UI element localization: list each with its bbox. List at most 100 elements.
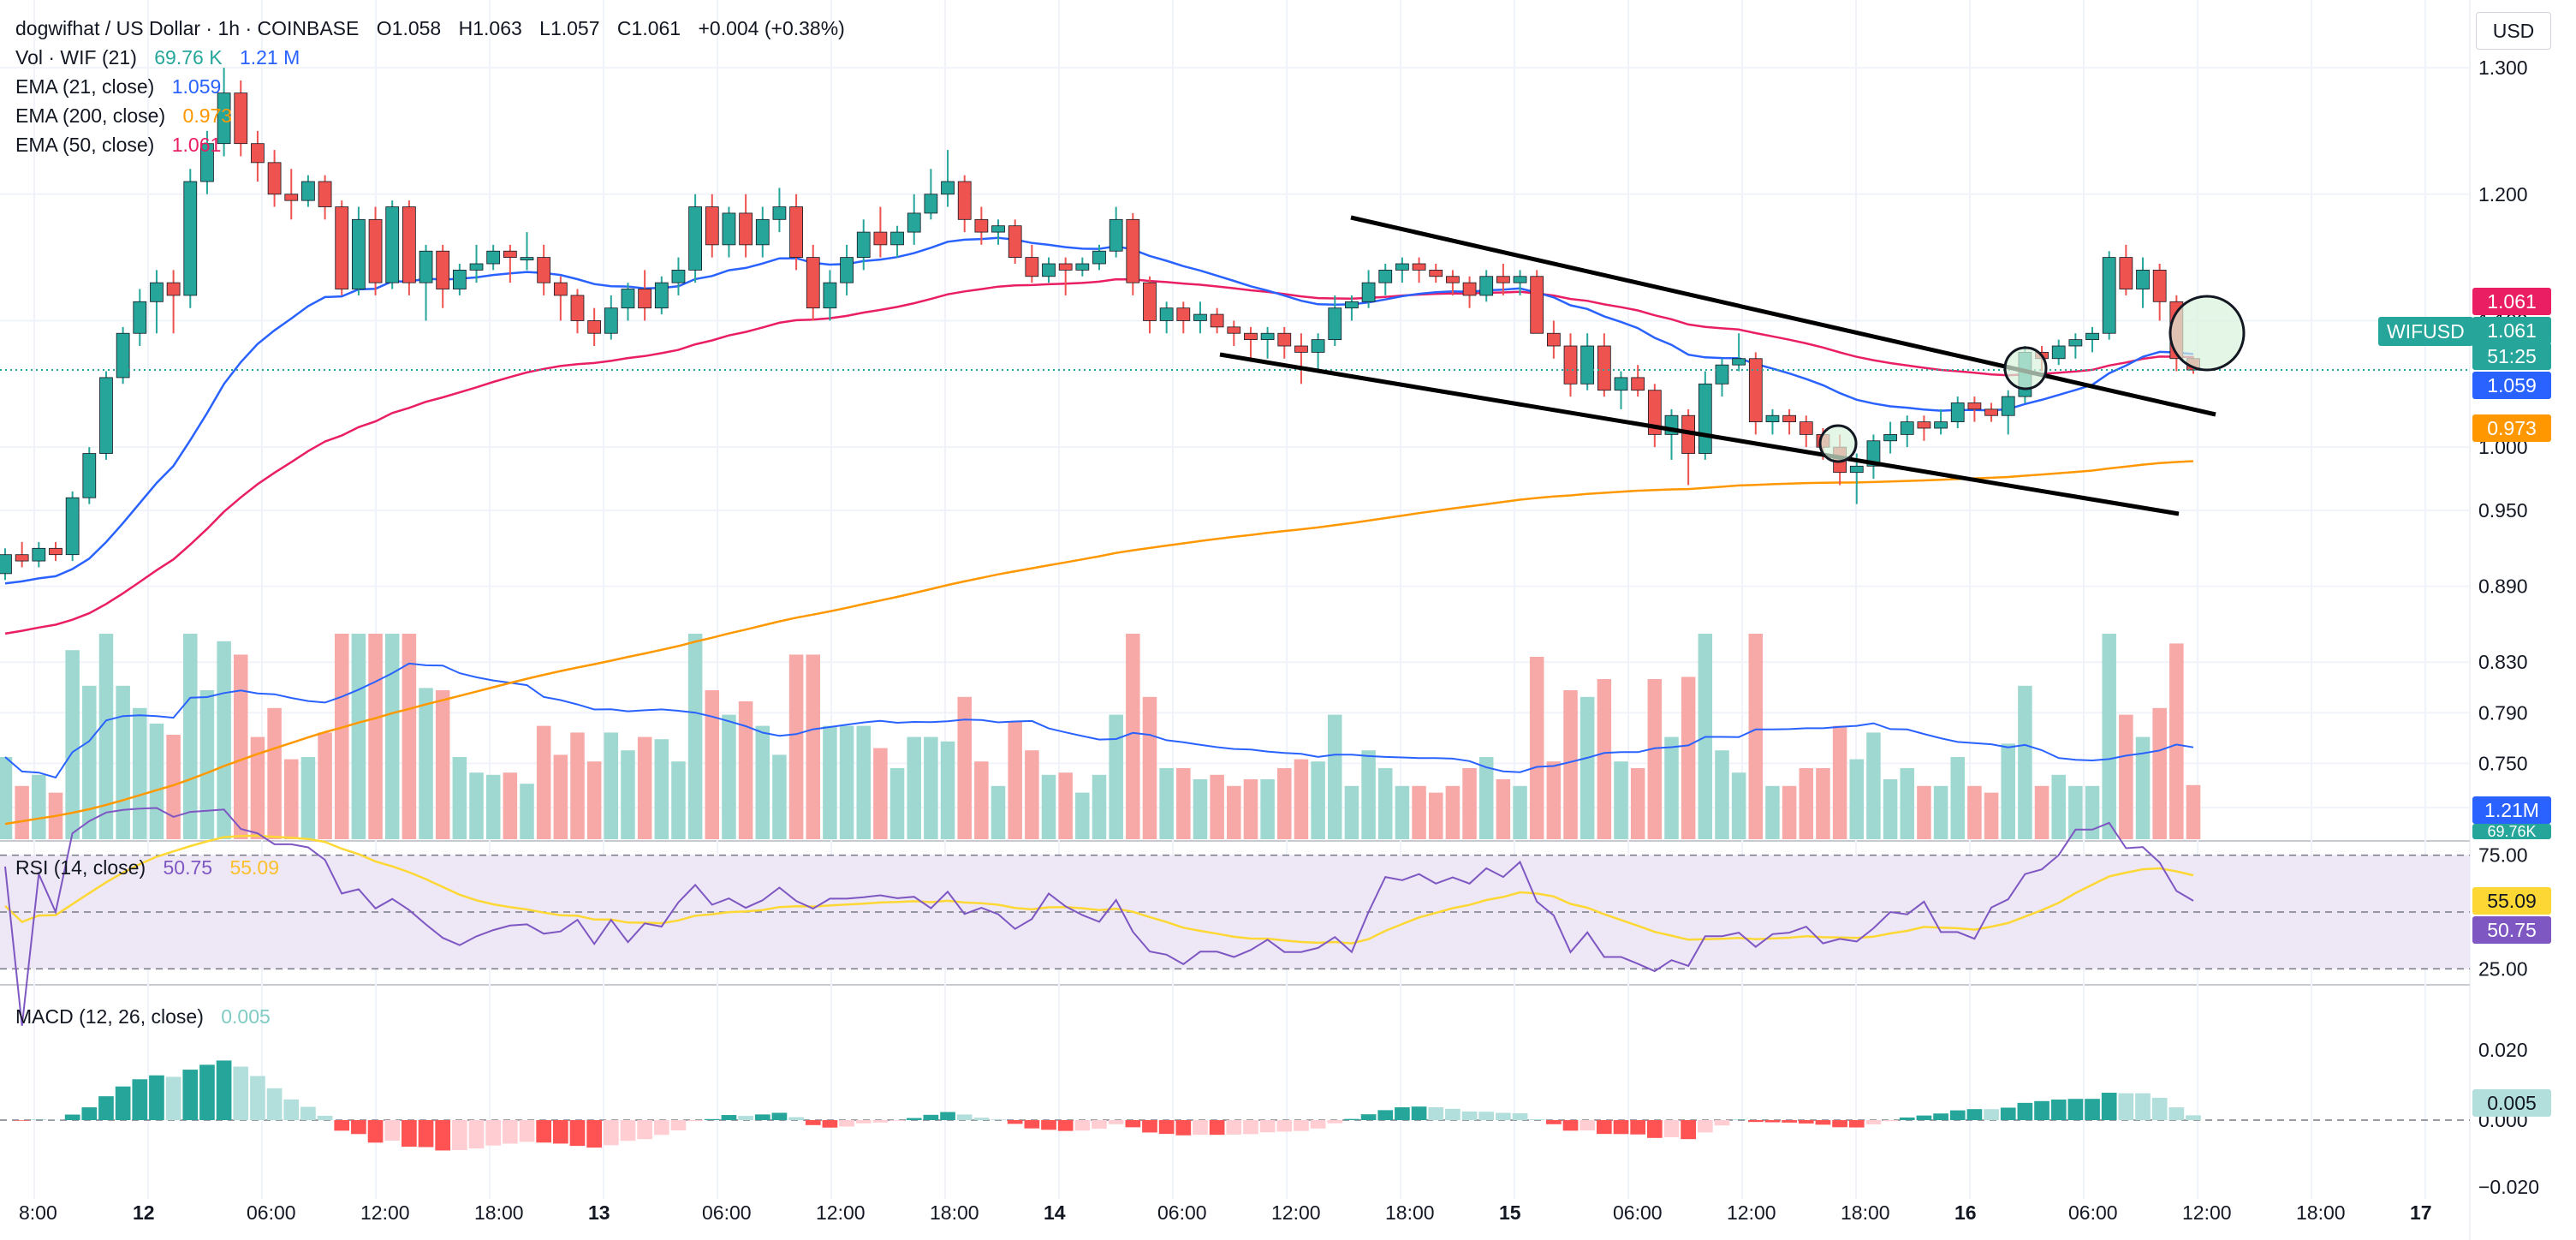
volume-label: Vol · WIF (21) bbox=[15, 46, 137, 69]
rsi-legend[interactable]: RSI (14, close) 50.75 55.09 bbox=[15, 853, 291, 882]
volume-bar bbox=[485, 774, 501, 839]
macd-histogram-bar bbox=[1613, 1120, 1629, 1135]
macd-histogram-bar bbox=[300, 1106, 316, 1120]
macd-histogram-bar bbox=[149, 1075, 164, 1120]
volume-bar bbox=[1243, 779, 1258, 839]
macd-histogram-bar bbox=[64, 1114, 80, 1120]
volume-bar bbox=[604, 732, 619, 839]
macd-histogram-bar bbox=[536, 1120, 552, 1143]
time-axis-label: 16 bbox=[1954, 1201, 1977, 1224]
volume-bar bbox=[250, 736, 265, 839]
macd-legend[interactable]: MACD (12, 26, close) 0.005 bbox=[15, 1002, 283, 1031]
macd-histogram-bar bbox=[468, 1120, 485, 1149]
volume-bar bbox=[351, 634, 366, 839]
volume-value: 69.76 K bbox=[154, 46, 223, 69]
macd-histogram-bar bbox=[1546, 1120, 1562, 1124]
volume-bar bbox=[183, 634, 198, 839]
candle-body bbox=[1732, 358, 1746, 366]
symbol-title[interactable]: dogwifhat / US Dollar · 1h · COINBASE bbox=[15, 17, 360, 39]
open-value: O1.058 bbox=[376, 17, 442, 39]
candle-body bbox=[251, 143, 265, 164]
rsi-tick-label: 75.00 bbox=[2478, 844, 2528, 867]
volume-bar bbox=[318, 732, 332, 839]
macd-histogram-bar bbox=[250, 1076, 265, 1120]
candle-body bbox=[200, 143, 214, 182]
candle-body bbox=[1395, 263, 1409, 271]
macd-histogram-bar bbox=[872, 1120, 889, 1123]
candle-body bbox=[1176, 307, 1191, 321]
volume-bar bbox=[1412, 785, 1426, 839]
volume-bar bbox=[687, 634, 703, 839]
candle-body bbox=[183, 181, 198, 296]
volume-bar bbox=[1765, 785, 1780, 839]
macd-histogram-bar bbox=[940, 1112, 955, 1120]
macd-histogram-bar bbox=[1663, 1120, 1680, 1137]
macd-histogram-bar bbox=[283, 1099, 300, 1120]
volume-bar bbox=[1614, 761, 1628, 839]
macd-histogram-bar bbox=[1360, 1114, 1377, 1120]
volume-bar bbox=[1445, 785, 1461, 839]
price-tick-label: 1.300 bbox=[2478, 57, 2528, 79]
macd-histogram-bar bbox=[98, 1096, 114, 1120]
macd-badge: 0.005 bbox=[2472, 1089, 2551, 1117]
macd-histogram-bar bbox=[1158, 1120, 1175, 1135]
ema200-legend[interactable]: EMA (200, close) 0.973 bbox=[15, 101, 244, 130]
candle-body bbox=[1934, 421, 1948, 429]
volume-bar bbox=[1799, 768, 1814, 839]
time-axis-label: 18:00 bbox=[2296, 1201, 2346, 1224]
candle-body bbox=[469, 263, 484, 271]
candle-body bbox=[217, 92, 231, 145]
volume-bar bbox=[823, 725, 837, 839]
macd-histogram-bar bbox=[1193, 1120, 1208, 1136]
macd-histogram-bar bbox=[1764, 1120, 1781, 1123]
volume-bar bbox=[1529, 657, 1544, 839]
volume-bar bbox=[637, 736, 652, 839]
macd-histogram-bar bbox=[402, 1120, 417, 1148]
volume-legend[interactable]: Vol · WIF (21) 69.76 K 1.21 M bbox=[15, 43, 312, 72]
candle-body bbox=[537, 257, 551, 283]
volume-bar bbox=[300, 757, 316, 839]
macd-histogram-bar bbox=[519, 1120, 535, 1142]
macd-histogram-bar bbox=[2067, 1099, 2084, 1120]
ema200-label: EMA (200, close) bbox=[15, 104, 166, 127]
volume-bar bbox=[1395, 785, 1410, 839]
time-axis-label: 17 bbox=[2410, 1201, 2432, 1224]
macd-histogram-bar bbox=[334, 1120, 350, 1131]
macd-histogram-bar bbox=[738, 1116, 753, 1120]
volume-bar bbox=[1478, 757, 1494, 839]
volume-bar bbox=[2051, 774, 2066, 839]
candle-body bbox=[2085, 332, 2099, 341]
candle-body bbox=[1345, 301, 1359, 309]
volume-bar bbox=[839, 725, 854, 839]
macd-histogram-bar bbox=[502, 1120, 518, 1144]
volume-bar bbox=[283, 759, 299, 839]
rsi-ma-line bbox=[4, 834, 2194, 945]
volume-bar bbox=[1227, 785, 1241, 839]
candle-body bbox=[1614, 377, 1628, 391]
macd-histogram-bar bbox=[2000, 1107, 2016, 1120]
macd-histogram-bar bbox=[1310, 1120, 1326, 1129]
candle-body bbox=[755, 218, 770, 246]
candle-body bbox=[1042, 263, 1056, 277]
ema21-legend[interactable]: EMA (21, close) 1.059 bbox=[15, 72, 233, 101]
candle-body bbox=[621, 289, 635, 309]
current-price-marker bbox=[2168, 295, 2246, 372]
candle-body bbox=[1412, 263, 1426, 271]
ema21-badge: 1.059 bbox=[2472, 372, 2551, 399]
ema50-legend[interactable]: EMA (50, close) 1.061 bbox=[15, 130, 233, 159]
volume-bar bbox=[873, 748, 888, 839]
candle-body bbox=[520, 257, 534, 261]
volume-bar bbox=[1933, 785, 1948, 839]
volume-bar bbox=[671, 761, 686, 839]
candle-body bbox=[1479, 276, 1494, 296]
macd-histogram-bar bbox=[1041, 1120, 1056, 1130]
symbol-price-tag: WIFUSD bbox=[2378, 317, 2473, 346]
candle-body bbox=[1782, 414, 1796, 423]
volume-bar bbox=[2068, 785, 2083, 839]
volume-bar bbox=[991, 785, 1006, 839]
macd-histogram-bar bbox=[418, 1120, 434, 1148]
currency-button[interactable]: USD bbox=[2476, 12, 2551, 50]
time-axis-label: 12:00 bbox=[360, 1201, 410, 1224]
